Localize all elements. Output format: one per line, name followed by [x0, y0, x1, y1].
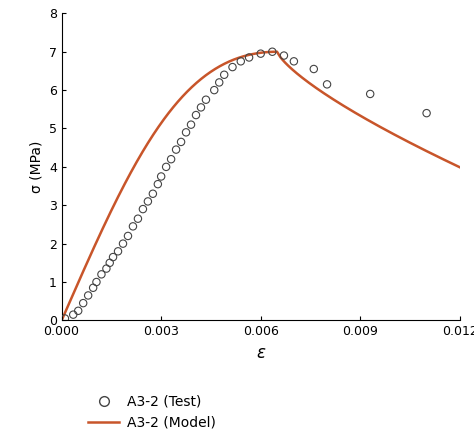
- Point: [144, 198, 152, 205]
- Point: [257, 50, 264, 57]
- Point: [182, 129, 190, 136]
- Point: [98, 271, 105, 278]
- Point: [310, 65, 318, 73]
- Point: [114, 248, 122, 255]
- Point: [280, 52, 288, 59]
- Point: [61, 315, 69, 322]
- Point: [109, 254, 117, 261]
- Point: [210, 86, 218, 93]
- Point: [187, 121, 195, 128]
- Point: [172, 146, 180, 153]
- Point: [366, 90, 374, 97]
- Point: [237, 58, 245, 65]
- Point: [228, 64, 236, 71]
- Legend: A3-2 (Test), A3-2 (Model): A3-2 (Test), A3-2 (Model): [89, 395, 216, 430]
- Point: [157, 173, 165, 180]
- Point: [92, 279, 100, 286]
- Point: [102, 265, 110, 272]
- Point: [154, 181, 162, 188]
- Point: [89, 284, 97, 291]
- Point: [245, 54, 253, 61]
- Point: [197, 104, 205, 111]
- Point: [290, 58, 298, 65]
- Point: [84, 292, 92, 299]
- Point: [220, 71, 228, 78]
- Point: [268, 48, 276, 55]
- Point: [177, 138, 185, 146]
- Point: [192, 112, 200, 119]
- X-axis label: ε: ε: [256, 344, 265, 362]
- Point: [162, 163, 170, 170]
- Point: [149, 190, 156, 197]
- Point: [139, 206, 147, 213]
- Point: [79, 299, 87, 307]
- Point: [215, 79, 223, 86]
- Point: [423, 109, 430, 117]
- Point: [119, 240, 127, 247]
- Point: [106, 259, 113, 267]
- Point: [134, 215, 142, 222]
- Point: [74, 307, 82, 314]
- Point: [129, 223, 137, 230]
- Point: [69, 311, 77, 318]
- Point: [202, 96, 210, 103]
- Point: [124, 232, 132, 239]
- Y-axis label: σ (MPa): σ (MPa): [29, 141, 43, 193]
- Point: [323, 81, 331, 88]
- Point: [167, 156, 175, 163]
